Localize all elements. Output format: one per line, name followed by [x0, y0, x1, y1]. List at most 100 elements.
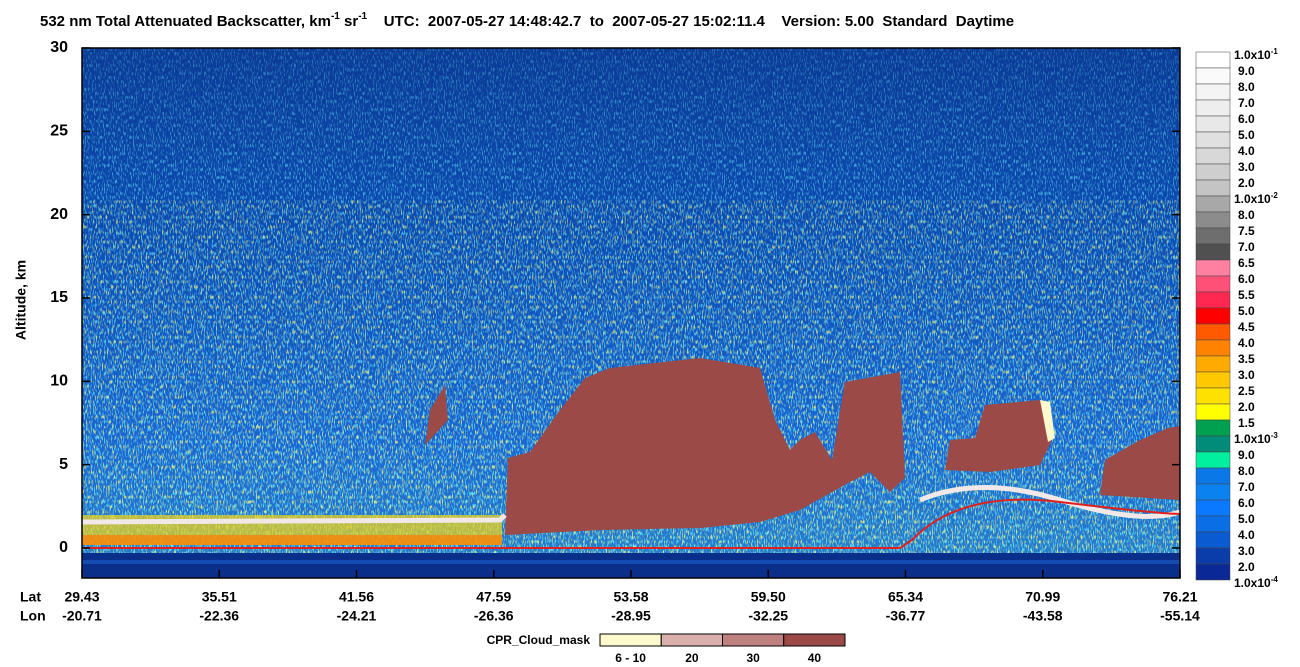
colorbar-band — [1195, 451, 1231, 469]
colorbar-band — [1195, 547, 1231, 565]
legend-label: 6 - 10 — [615, 651, 646, 665]
colorbar-band — [1195, 99, 1231, 117]
colorbar-label: 7.5 — [1238, 224, 1255, 238]
colorbar-label-base: 1.0x10 — [1234, 576, 1271, 590]
legend-swatch — [783, 633, 846, 647]
colorbar-label-base: 1.0x10 — [1234, 192, 1271, 206]
x-tick-label: -20.71 — [62, 608, 102, 624]
colorbar-band — [1195, 83, 1231, 101]
x-tick-label: -32.25 — [748, 608, 788, 624]
colorbar-band — [1195, 563, 1231, 581]
colorbar-band — [1195, 243, 1231, 261]
colorbar-band — [1195, 355, 1231, 373]
y-tick-label: 5 — [59, 456, 68, 473]
x-tick-label: -55.14 — [1160, 608, 1200, 624]
colorbar-band — [1195, 419, 1231, 437]
colorbar-band — [1195, 531, 1231, 549]
x-tick-label: 41.56 — [339, 589, 374, 605]
legend-label: 40 — [808, 651, 822, 665]
colorbar-band — [1195, 435, 1231, 453]
legend-swatch — [599, 633, 662, 647]
y-tick-label: 25 — [50, 123, 68, 140]
chart-title: 532 nm Total Attenuated Backscatter, km-… — [40, 11, 1014, 30]
colorbar-band — [1195, 371, 1231, 389]
colorbar-label: 4.0 — [1238, 144, 1255, 158]
x-tick-label: 70.99 — [1025, 589, 1060, 605]
colorbar-band — [1195, 483, 1231, 501]
y-axis-label: Altitude, km — [13, 260, 29, 340]
colorbar-label: 2.0 — [1238, 176, 1255, 190]
y-tick-label: 30 — [50, 39, 68, 56]
y-tick-label: 10 — [50, 373, 68, 390]
colorbar-label-exp: -4 — [1271, 575, 1279, 584]
colorbar-label: 3.0 — [1238, 160, 1255, 174]
x-tick-label: 35.51 — [202, 589, 237, 605]
x-tick-label: 29.43 — [64, 589, 99, 605]
y-tick-label: 0 — [59, 539, 68, 556]
colorbar-band — [1195, 339, 1231, 357]
colorbar-label-exp: -1 — [1271, 47, 1279, 56]
x-tick-label: -43.58 — [1023, 608, 1063, 624]
colorbar-band — [1195, 163, 1231, 181]
colorbar-label: 1.0x10-1 — [1234, 47, 1278, 63]
colorbar-band — [1195, 67, 1231, 85]
colorbar-label: 9.0 — [1238, 64, 1255, 78]
legend-swatch — [722, 633, 785, 647]
colorbar-label: 4.0 — [1238, 336, 1255, 350]
colorbar-band — [1195, 387, 1231, 405]
legend-title: CPR_Cloud_mask — [487, 633, 591, 647]
x-tick-label: -36.77 — [886, 608, 926, 624]
x-tick-label: 65.34 — [888, 589, 923, 605]
colorbar-label-base: 1.0x10 — [1234, 48, 1271, 62]
colorbar-label: 8.0 — [1238, 80, 1255, 94]
colorbar-label: 5.0 — [1238, 512, 1255, 526]
colorbar-label: 3.5 — [1238, 352, 1255, 366]
colorbar-label: 3.0 — [1238, 368, 1255, 382]
colorbar-band — [1195, 51, 1231, 69]
colorbar-band — [1195, 515, 1231, 533]
colorbar-band — [1195, 291, 1231, 309]
title-part: UTC: 2007-05-27 14:48:42.7 to 2007-05-27… — [367, 13, 1014, 30]
colorbar-band — [1195, 467, 1231, 485]
colorbar-label: 8.0 — [1238, 208, 1255, 222]
colorbar-label: 1.0x10-2 — [1234, 191, 1278, 207]
x-tick-label: 76.21 — [1162, 589, 1197, 605]
colorbar-label: 4.5 — [1238, 320, 1255, 334]
legend-label: 20 — [685, 651, 699, 665]
x-row-name: Lon — [20, 608, 46, 624]
colorbar-label: 2.5 — [1238, 384, 1255, 398]
colorbar-label: 8.0 — [1238, 464, 1255, 478]
colorbar-label: 7.0 — [1238, 480, 1255, 494]
colorbar-band — [1195, 115, 1231, 133]
x-tick-label: 47.59 — [476, 589, 511, 605]
colorbar-label-exp: -3 — [1271, 431, 1279, 440]
colorbar-label: 4.0 — [1238, 528, 1255, 542]
colorbar-label: 6.0 — [1238, 496, 1255, 510]
colorbar-label: 5.0 — [1238, 128, 1255, 142]
colorbar-label: 7.0 — [1238, 240, 1255, 254]
colorbar-label: 3.0 — [1238, 544, 1255, 558]
colorbar-label: 6.5 — [1238, 256, 1255, 270]
colorbar-label-base: 1.0x10 — [1234, 432, 1271, 446]
colorbar-label: 1.0x10-3 — [1234, 431, 1278, 447]
colorbar-label: 2.0 — [1238, 560, 1255, 574]
x-tick-label: -26.36 — [474, 608, 514, 624]
colorbar-band — [1195, 131, 1231, 149]
colorbar-band — [1195, 259, 1231, 277]
colorbar-label: 6.0 — [1238, 272, 1255, 286]
x-tick-label: 59.50 — [751, 589, 786, 605]
colorbar-band — [1195, 403, 1231, 421]
colorbar-band — [1195, 147, 1231, 165]
y-tick-label: 20 — [50, 206, 68, 223]
colorbar-label: 7.0 — [1238, 96, 1255, 110]
colorbar-band — [1195, 211, 1231, 229]
colorbar-band — [1195, 307, 1231, 325]
legend-label: 30 — [746, 651, 760, 665]
colorbar-band — [1195, 195, 1231, 213]
x-tick-label: -24.21 — [337, 608, 377, 624]
title-part: -1 — [331, 11, 340, 22]
title-part: 532 nm Total Attenuated Backscatter, km — [40, 13, 331, 30]
colorbar-band — [1195, 227, 1231, 245]
colorbar-band — [1195, 179, 1231, 197]
